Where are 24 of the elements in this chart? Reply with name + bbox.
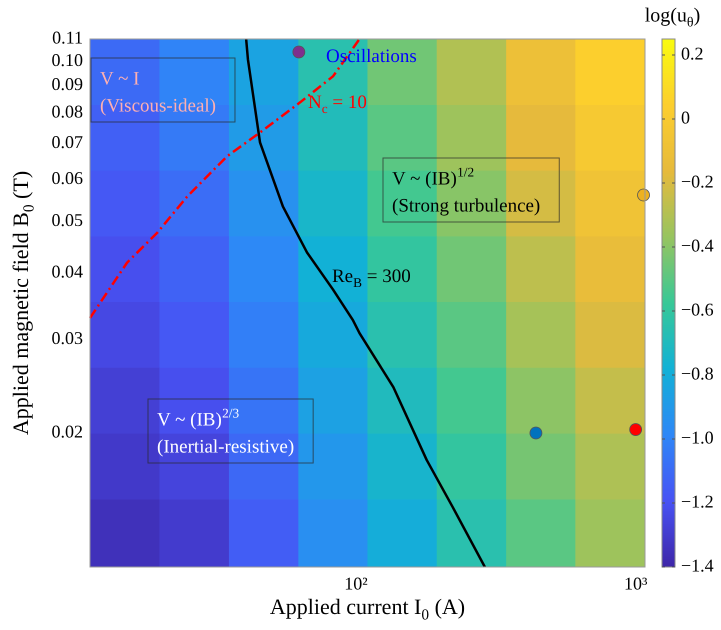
color-bar-label: −1.0 — [681, 428, 714, 448]
y-tick-label: 0.04 — [52, 262, 83, 282]
y-tick-label: 0.08 — [52, 101, 83, 122]
y-tick-label: 0.02 — [52, 422, 83, 442]
color-bar-label: −1.2 — [681, 492, 714, 512]
color-bar-label: −1.4 — [681, 556, 714, 576]
color-bar-label: 0 — [681, 108, 690, 128]
color-bar-label: −0.8 — [681, 364, 714, 384]
color-bar-label: −0.4 — [681, 236, 714, 256]
color-bar-label: −0.6 — [681, 300, 714, 320]
y-tick-label: 0.10 — [52, 50, 83, 70]
y-tick-label: 0.05 — [52, 210, 83, 230]
y-tick-label: 0.07 — [52, 132, 83, 152]
color-bar-label: −0.2 — [681, 172, 714, 192]
y-tick-label: 0.06 — [52, 168, 83, 188]
annotation: Oscillations — [326, 46, 417, 67]
y-tick-label: 0.09 — [52, 74, 83, 94]
y-tick-label: 0.03 — [52, 328, 83, 348]
x-tick-label: 10² — [344, 574, 368, 594]
annotation: V ~ I (Viscous-ideal) — [100, 68, 216, 116]
color-bar-label: 0.2 — [681, 44, 704, 64]
x-tick-label: 10³ — [624, 574, 648, 594]
y-tick-label: 0.11 — [52, 28, 83, 48]
y-axis-title: Applied magnetic field B0 (T) — [8, 170, 38, 436]
